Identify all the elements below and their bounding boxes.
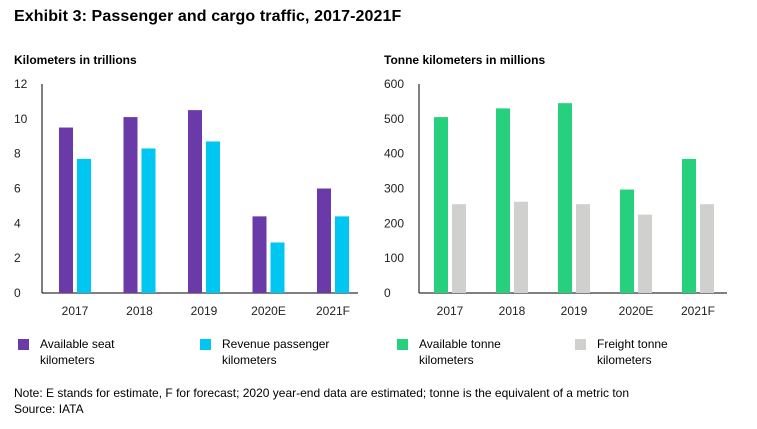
x-tick-label: 2020E <box>619 304 654 318</box>
bar-2018-series-2 <box>514 201 528 293</box>
legend-swatch-gray <box>575 339 586 350</box>
legend-item-available-tonne-km: Available tonne kilometers <box>397 336 501 368</box>
bar-2017-series-2 <box>452 204 466 293</box>
y-tick-label: 4 <box>14 216 21 230</box>
kilometers-bar-chart: 0 2 4 6 8 10 12 2017 2018 2019 2020E 2021F <box>14 77 358 318</box>
bar-2019-series-1 <box>558 103 572 294</box>
x-tick-label: 2021F <box>316 304 350 318</box>
y-tick-label: 0 <box>384 286 391 300</box>
legend-swatch-green <box>397 339 408 350</box>
note-text: Note: E stands for estimate, F for forec… <box>14 386 629 400</box>
x-tick-label: 2019 <box>191 304 218 318</box>
y-tick-label: 10 <box>14 112 28 126</box>
y-tick-label: 300 <box>384 182 404 196</box>
bar-2017-series-1 <box>434 117 448 293</box>
bar-2019-series-2 <box>206 141 220 293</box>
legend-label: Freight tonne kilometers <box>597 337 668 367</box>
tonne-kilometers-bar-chart: 0 100 200 300 400 500 600 2017 2018 2019 2020E 2021… <box>384 77 727 318</box>
bar-2017-series-1 <box>59 127 73 294</box>
legend-label: Available seat kilometers <box>40 337 115 367</box>
legend-item-freight-tonne-km: Freight tonne kilometers <box>575 336 668 368</box>
bar-2020E-series-1 <box>620 189 634 293</box>
bar-2021F-series-1 <box>682 158 696 293</box>
bar-2017-series-2 <box>77 158 91 293</box>
x-tick-label: 2018 <box>126 304 153 318</box>
y-tick-label: 500 <box>384 112 404 126</box>
y-tick-label: 200 <box>384 216 404 230</box>
bar-2021F-series-1 <box>317 188 331 293</box>
bar-2019-series-2 <box>576 204 590 293</box>
legend-swatch-cyan <box>200 339 211 350</box>
y-tick-label: 100 <box>384 251 404 265</box>
x-tick-label: 2019 <box>561 304 588 318</box>
bar-2018-series-2 <box>141 148 156 293</box>
legend-item-available-seat-km: Available seat kilometers <box>18 336 115 368</box>
y-tick-label: 12 <box>14 77 28 91</box>
x-tick-label: 2020E <box>251 304 286 318</box>
y-tick-label: 400 <box>384 147 404 161</box>
footnote: Note: E stands for estimate, F for forec… <box>14 385 629 417</box>
bar-2019-series-1 <box>188 110 202 293</box>
bar-2020E-series-1 <box>252 216 267 293</box>
x-tick-label: 2021F <box>681 304 715 318</box>
bar-2021F-series-2 <box>335 216 349 293</box>
source-text: Source: IATA <box>14 402 84 416</box>
x-tick-label: 2017 <box>62 304 89 318</box>
legend-item-revenue-passenger-km: Revenue passenger kilometers <box>200 336 329 368</box>
y-tick-label: 2 <box>14 251 21 265</box>
left-chart-title: Kilometers in trillions <box>14 53 137 67</box>
legend-swatch-purple <box>18 339 29 350</box>
legend-label: Revenue passenger kilometers <box>222 337 330 367</box>
bar-2018-series-1 <box>496 108 510 293</box>
right-chart-title: Tonne kilometers in millions <box>384 53 546 67</box>
y-tick-label: 600 <box>384 77 404 91</box>
x-tick-label: 2018 <box>499 304 526 318</box>
exhibit-title: Exhibit 3: Passenger and cargo traffic, … <box>14 8 402 25</box>
legend-label: Available tonne kilometers <box>419 337 501 367</box>
bar-2020E-series-2 <box>270 242 285 293</box>
y-tick-label: 6 <box>14 182 21 196</box>
bar-2018-series-1 <box>123 117 138 293</box>
y-tick-label: 8 <box>14 147 21 161</box>
bar-2021F-series-2 <box>700 204 714 293</box>
bar-2020E-series-2 <box>638 214 652 293</box>
y-tick-label: 0 <box>14 286 21 300</box>
x-tick-label: 2017 <box>437 304 464 318</box>
